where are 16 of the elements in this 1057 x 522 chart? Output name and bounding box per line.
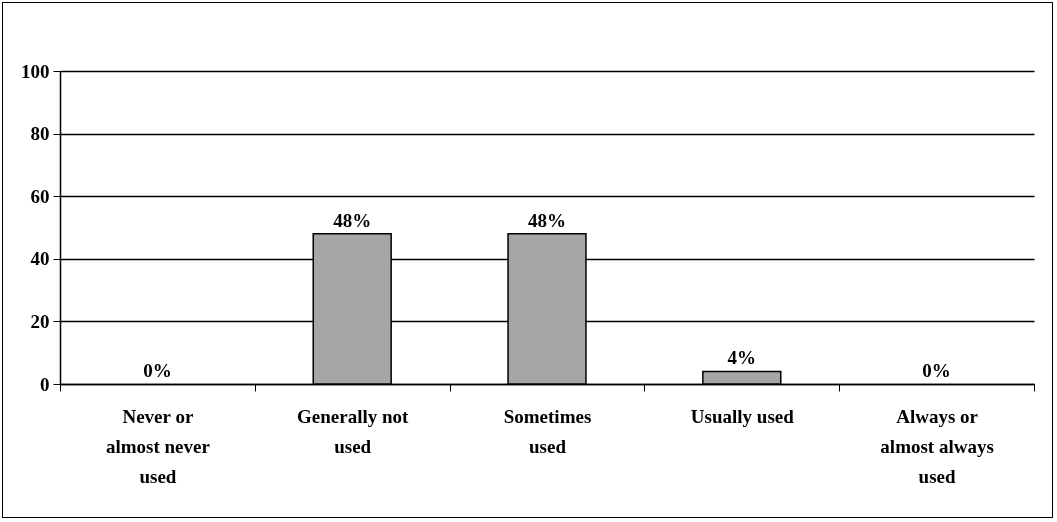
- x-tick-label: Generally not used: [297, 405, 410, 457]
- data-label: 48%: [528, 209, 566, 231]
- y-tick-label: 80: [30, 123, 50, 145]
- y-tick-label: 100: [21, 60, 50, 82]
- x-tick-label: Always or almost always used: [880, 405, 994, 487]
- data-label: 4%: [727, 347, 757, 369]
- x-tick-label: Usually used: [690, 405, 795, 427]
- data-label: 0%: [143, 360, 172, 381]
- x-tick-label: Never or almost never used: [105, 405, 211, 487]
- x-tick-label: Sometimes used: [503, 405, 592, 457]
- data-label: 48%: [333, 209, 372, 231]
- y-tick-label: 20: [30, 310, 50, 332]
- y-tick-label: 0: [40, 373, 50, 395]
- data-label: 0%: [922, 360, 951, 381]
- y-tick-label: 60: [30, 185, 50, 207]
- y-tick-label: 40: [30, 248, 50, 270]
